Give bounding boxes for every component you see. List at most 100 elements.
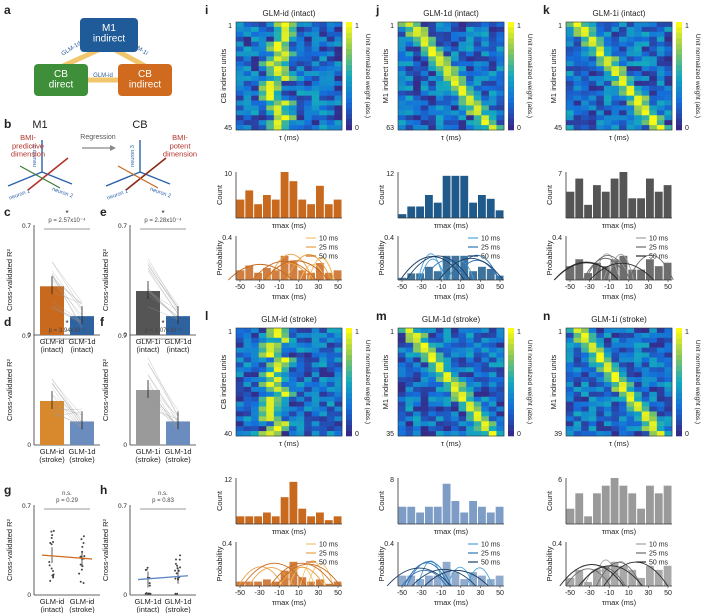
heatmap-cell bbox=[273, 125, 282, 131]
heatmap-cell bbox=[626, 362, 635, 368]
heatmap-cell bbox=[619, 61, 627, 67]
colorbar-tick: 0 bbox=[355, 431, 359, 438]
heatmap-cell bbox=[319, 41, 328, 47]
heatmap-cell bbox=[458, 406, 467, 412]
heatmap-cell bbox=[319, 22, 328, 28]
heatmap-cell bbox=[311, 411, 320, 417]
heatmap-cell bbox=[588, 51, 597, 57]
colorbar-cell bbox=[346, 333, 352, 340]
heatmap-cell bbox=[451, 105, 459, 111]
heatmap-cell bbox=[311, 332, 320, 339]
heatmap-cell bbox=[473, 406, 482, 412]
heatmap-cell bbox=[319, 426, 328, 432]
heatmap-cell bbox=[296, 347, 305, 353]
heatmap-cell bbox=[656, 396, 665, 402]
heatmap-cell bbox=[289, 332, 297, 339]
heatmap-cell bbox=[236, 56, 244, 62]
heatmap-cell bbox=[619, 377, 627, 383]
legend-entry: 50 ms bbox=[649, 254, 669, 261]
kernel-curve bbox=[582, 258, 629, 281]
heatmap-cell bbox=[649, 51, 658, 57]
heatmap-cell bbox=[443, 352, 452, 358]
data-point bbox=[81, 545, 84, 548]
heatmap-cell bbox=[466, 31, 475, 38]
heatmap-cell bbox=[420, 41, 429, 47]
heatmap-cell bbox=[619, 66, 627, 72]
heatmap-cell bbox=[581, 372, 590, 378]
pair-line bbox=[147, 267, 179, 308]
heatmap-cell bbox=[596, 110, 605, 116]
prob-bar bbox=[245, 265, 254, 280]
data-point bbox=[148, 582, 151, 585]
heatmap-cell bbox=[458, 352, 467, 358]
heatmap-cell bbox=[588, 377, 597, 383]
colorbar-cell bbox=[508, 103, 514, 109]
x-axis-label: τmax (ms) bbox=[434, 221, 469, 230]
heatmap-cell bbox=[496, 56, 505, 62]
heatmap-cell bbox=[319, 372, 328, 378]
heatmap-cell bbox=[473, 95, 482, 101]
heatmap-cell bbox=[656, 56, 665, 62]
heatmap-cell bbox=[311, 406, 320, 412]
heatmap-cell bbox=[311, 372, 320, 378]
heatmap-cell bbox=[466, 110, 475, 116]
heatmap-cell bbox=[304, 90, 313, 96]
heatmap-cell bbox=[641, 396, 650, 402]
heatmap-cell bbox=[405, 56, 414, 62]
colorbar-cell bbox=[676, 92, 682, 98]
heatmap-cell bbox=[634, 105, 643, 111]
heatmap-x-label: τ (ms) bbox=[441, 439, 462, 448]
heatmap-cell bbox=[243, 71, 252, 77]
heatmap-cell bbox=[466, 396, 475, 402]
x-tick-label: 50 bbox=[664, 590, 672, 597]
heatmap-cell bbox=[304, 342, 313, 348]
heatmap-cell bbox=[626, 352, 635, 358]
neuron-label: neuron 2 bbox=[51, 187, 73, 200]
category-label: GLM-id (intact) bbox=[40, 337, 65, 354]
heatmap-cell bbox=[296, 41, 305, 47]
heatmap-cell bbox=[405, 396, 414, 402]
heatmap-cell bbox=[334, 31, 343, 38]
heatmap-cell bbox=[236, 22, 244, 28]
tick-label: 0.4 bbox=[552, 541, 562, 548]
heatmap-cell bbox=[443, 90, 452, 96]
category-label: GLM-1d (stroke) bbox=[164, 597, 191, 613]
heatmap-cell bbox=[289, 66, 297, 72]
heatmap-cell bbox=[581, 411, 590, 417]
heatmap-cell bbox=[473, 61, 482, 67]
heatmap-cell bbox=[588, 41, 597, 47]
colorbar-cell bbox=[508, 430, 514, 437]
pair-line bbox=[51, 279, 83, 304]
heatmap-cell bbox=[413, 362, 422, 368]
colorbar-label: Unit normalized weight (abs.) bbox=[694, 340, 701, 424]
heatmap-cell bbox=[281, 357, 290, 363]
heatmap-cell bbox=[243, 332, 252, 339]
heatmap-cell bbox=[473, 80, 482, 87]
heatmap-cell bbox=[413, 36, 422, 42]
heatmap-cell bbox=[626, 115, 635, 121]
heatmap-cell bbox=[443, 120, 452, 126]
colorbar-cell bbox=[676, 119, 682, 125]
hist-bar bbox=[593, 185, 601, 218]
heatmap-cell bbox=[326, 80, 335, 87]
data-point bbox=[174, 562, 177, 565]
heatmap-cell bbox=[281, 401, 290, 407]
heatmap-cell bbox=[649, 396, 658, 402]
hist-bar bbox=[289, 181, 298, 218]
heatmap-cell bbox=[596, 337, 605, 344]
heatmap-cell bbox=[641, 332, 650, 339]
heatmap-cell bbox=[311, 46, 320, 52]
tick-label: 0.4 bbox=[552, 235, 562, 242]
heatmap-cell bbox=[626, 85, 635, 92]
heatmap-cell bbox=[289, 401, 297, 407]
heatmap-cell bbox=[458, 426, 467, 432]
heatmap-cell bbox=[236, 342, 244, 348]
heatmap-cell bbox=[573, 431, 582, 437]
heatmap-cell bbox=[481, 411, 490, 417]
heatmap-cell bbox=[496, 377, 505, 383]
row-tick: 35 bbox=[386, 431, 394, 438]
heatmap-cells bbox=[398, 22, 505, 131]
heatmap-cell bbox=[626, 342, 635, 348]
